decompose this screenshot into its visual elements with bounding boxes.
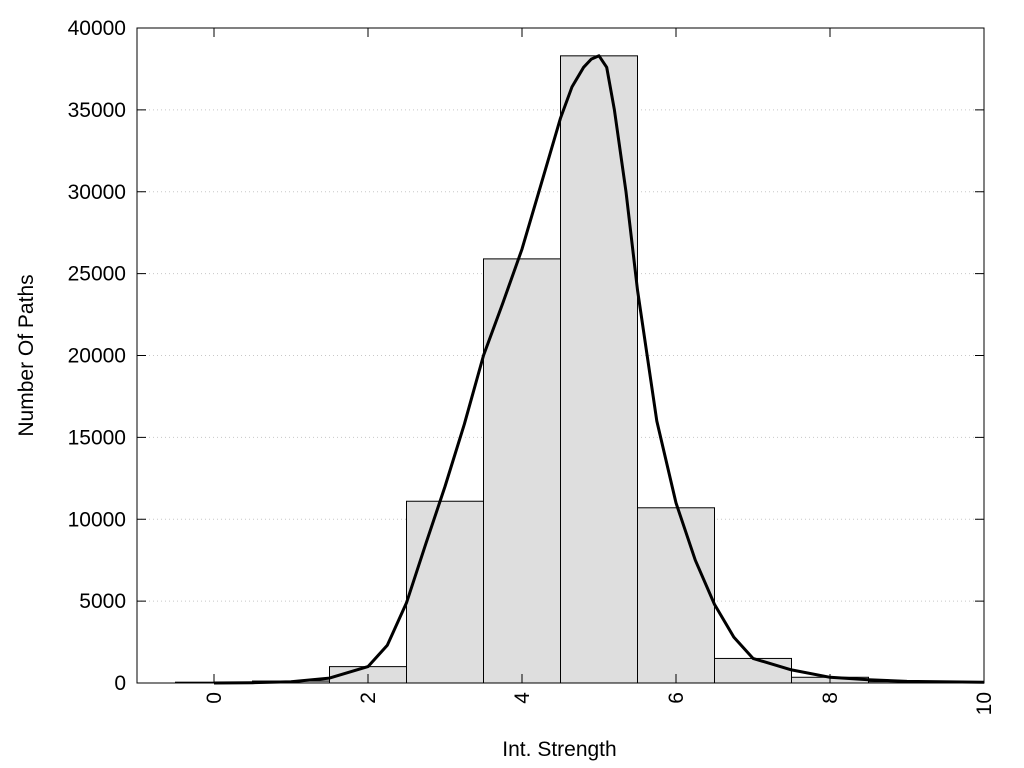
y-tick-label: 25000 (68, 263, 126, 286)
histogram-bar (560, 55, 638, 684)
histogram-bar (483, 258, 561, 684)
y-tick-label: 10000 (68, 508, 126, 531)
y-axis-ticks: 0 5000 10000 15000 20000 25000 30000 35000 40000 (68, 17, 984, 695)
x-tick-label: 8 (819, 692, 842, 704)
histogram-bar (406, 500, 484, 684)
x-tick-label: 10 (973, 692, 996, 715)
bar-series (175, 55, 946, 684)
x-tick-label: 0 (203, 692, 226, 704)
y-tick-label: 5000 (79, 590, 126, 613)
y-axis-title: Number Of Paths (15, 274, 38, 436)
x-tick-label: 4 (511, 692, 534, 704)
y-tick-label: 15000 (68, 426, 126, 449)
y-tick-label: 30000 (68, 181, 126, 204)
histogram-bar (637, 507, 715, 684)
x-tick-label: 6 (665, 692, 688, 704)
density-curve (213, 54, 985, 685)
y-tick-label: 20000 (68, 345, 126, 368)
histogram-bar (714, 657, 792, 684)
x-tick-label: 2 (357, 692, 380, 704)
y-tick-label: 35000 (68, 99, 126, 122)
x-axis-title: Int. Strength (502, 738, 616, 761)
y-tick-label: 40000 (68, 17, 126, 40)
y-tick-label: 0 (114, 672, 126, 695)
x-axis-ticks: 0 2 4 6 8 10 (203, 28, 996, 715)
